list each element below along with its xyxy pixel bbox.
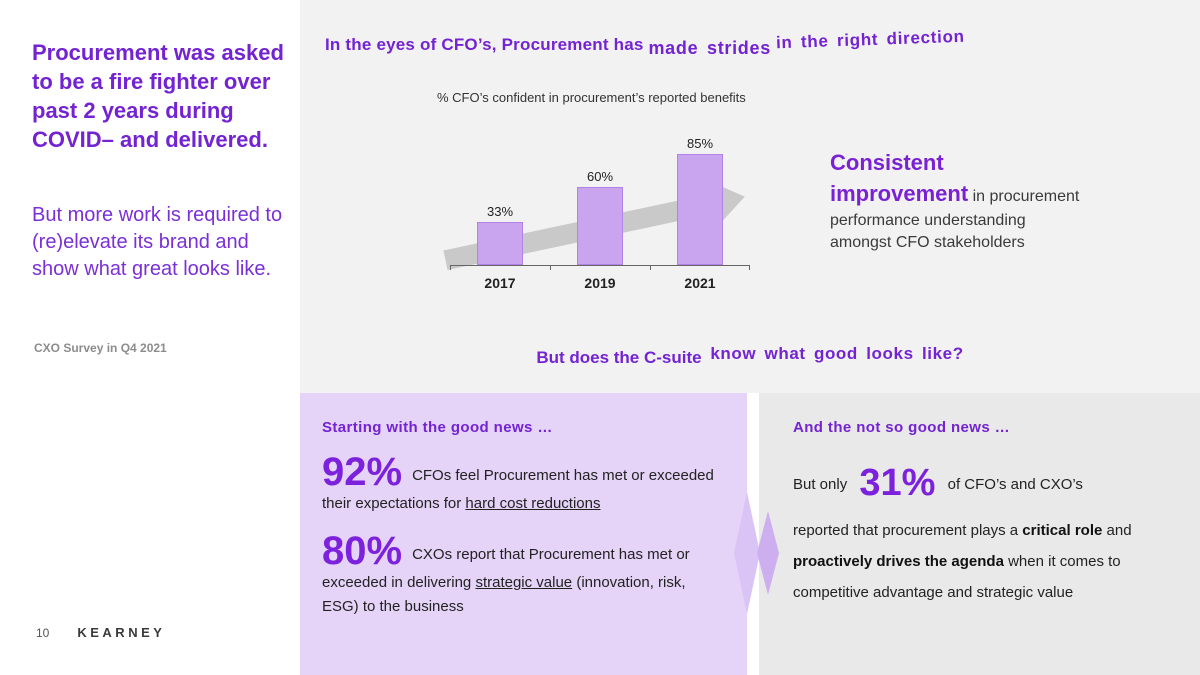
bad-news-body: reported that procurement plays a critic…: [793, 516, 1166, 608]
question-part2: know what good looks like?: [710, 344, 964, 363]
bars-row: 33% 60% 85%: [450, 136, 750, 265]
stat-80-value: 80%: [322, 529, 403, 574]
title-part2: made strides: [648, 38, 771, 58]
good-news-heading: Starting with the good news …: [322, 419, 553, 436]
x-axis-labels: 2017 2019 2021: [450, 275, 750, 291]
sidebar: Procurement was asked to be a fire fight…: [0, 0, 300, 675]
diamond-shape-small: [757, 511, 779, 595]
stat-92-underlined: hard cost reductions: [465, 495, 601, 512]
top-section-background: [300, 0, 1200, 393]
chevron-decoration-icon: [734, 492, 782, 614]
page-number: 10: [36, 625, 50, 640]
question-heading: But does the C-suite know what good look…: [300, 344, 1200, 368]
insight-highlight: Consistent improvement: [830, 150, 969, 206]
insight-body: procurement performance understanding am…: [830, 187, 1080, 251]
main-area: In the eyes of CFO’s, Procurement has ma…: [300, 0, 1200, 675]
diamond-shape-large: [734, 492, 760, 614]
stat-31-block: But only 31% of CFO’s and CXO’s: [793, 464, 1166, 502]
bar-year-label: 2017: [484, 275, 516, 291]
bar-value-label: 60%: [586, 169, 614, 184]
bad-body-2: and: [1102, 522, 1132, 539]
sidebar-subheadline: But more work is required to (re)elevate…: [32, 204, 283, 280]
bad-body-1: reported that procurement plays a: [793, 522, 1023, 539]
bar-value-label: 33%: [486, 204, 514, 219]
section-title: In the eyes of CFO’s, Procurement has ma…: [325, 27, 1175, 58]
axis-tick: [749, 265, 750, 270]
kearney-logo: KEARNEY: [77, 625, 166, 640]
stat-80-underlined: strategic value: [475, 574, 573, 592]
slide-footer: 10 KEARNEY: [36, 625, 165, 640]
stat-31-lead: But only: [793, 476, 852, 493]
good-news-panel: Starting with the good news … 92% CFOs fe…: [300, 393, 747, 675]
bar: [577, 187, 623, 265]
bar: [477, 222, 523, 265]
bar-year-label: 2019: [584, 275, 616, 291]
chart-axis: [450, 265, 750, 270]
bad-bold-1: critical role: [1022, 522, 1103, 539]
chart-subtitle: % CFO’s confident in procurement’s repor…: [437, 90, 746, 105]
bar-column: 33%: [470, 204, 530, 265]
bar-year-label: 2021: [684, 275, 716, 291]
title-part1: In the eyes of CFO’s, Procurement has: [325, 35, 644, 54]
stat-92-block: 92% CFOs feel Procurement has met or exce…: [322, 452, 725, 515]
axis-tick: [450, 265, 451, 270]
survey-source: CXO Survey in Q4 2021: [34, 341, 167, 355]
bar: [677, 154, 723, 265]
question-part1: But does the C-suite: [536, 348, 702, 367]
insight-text: Consistent improvement in procurement pe…: [830, 148, 1080, 254]
axis-tick: [649, 265, 651, 270]
bad-body-3: when it comes to competitive advantage a…: [793, 552, 1121, 601]
stat-31-value: 31%: [859, 462, 936, 504]
axis-tick: [549, 265, 551, 270]
bar-column: 85%: [670, 136, 730, 265]
stat-92-text: CFOs feel Procurement has met or exceede…: [322, 467, 714, 512]
stat-80-tail: (innovation, risk, ESG) to the business: [322, 574, 686, 615]
bar-value-label: 85%: [686, 136, 714, 151]
stat-92-value: 92%: [322, 450, 403, 494]
stat-80-block: 80% CXOs report that Procurement has met …: [322, 531, 725, 618]
insight-connector: in: [968, 187, 990, 205]
bad-news-panel: And the not so good news … But only 31% …: [759, 393, 1200, 675]
bad-news-heading: And the not so good news …: [793, 419, 1011, 436]
bar-column: 60%: [570, 169, 630, 265]
sidebar-headline: Procurement was asked to be a fire fight…: [32, 40, 284, 153]
bad-bold-2: proactively drives the agenda: [793, 552, 1004, 570]
stat-80-text: CXOs report that Procurement has met or …: [322, 546, 690, 592]
bar-chart: 33% 60% 85% 2017 2019 2021: [443, 128, 750, 295]
stat-31-lead-after: of CFO’s and CXO’s: [943, 476, 1083, 493]
